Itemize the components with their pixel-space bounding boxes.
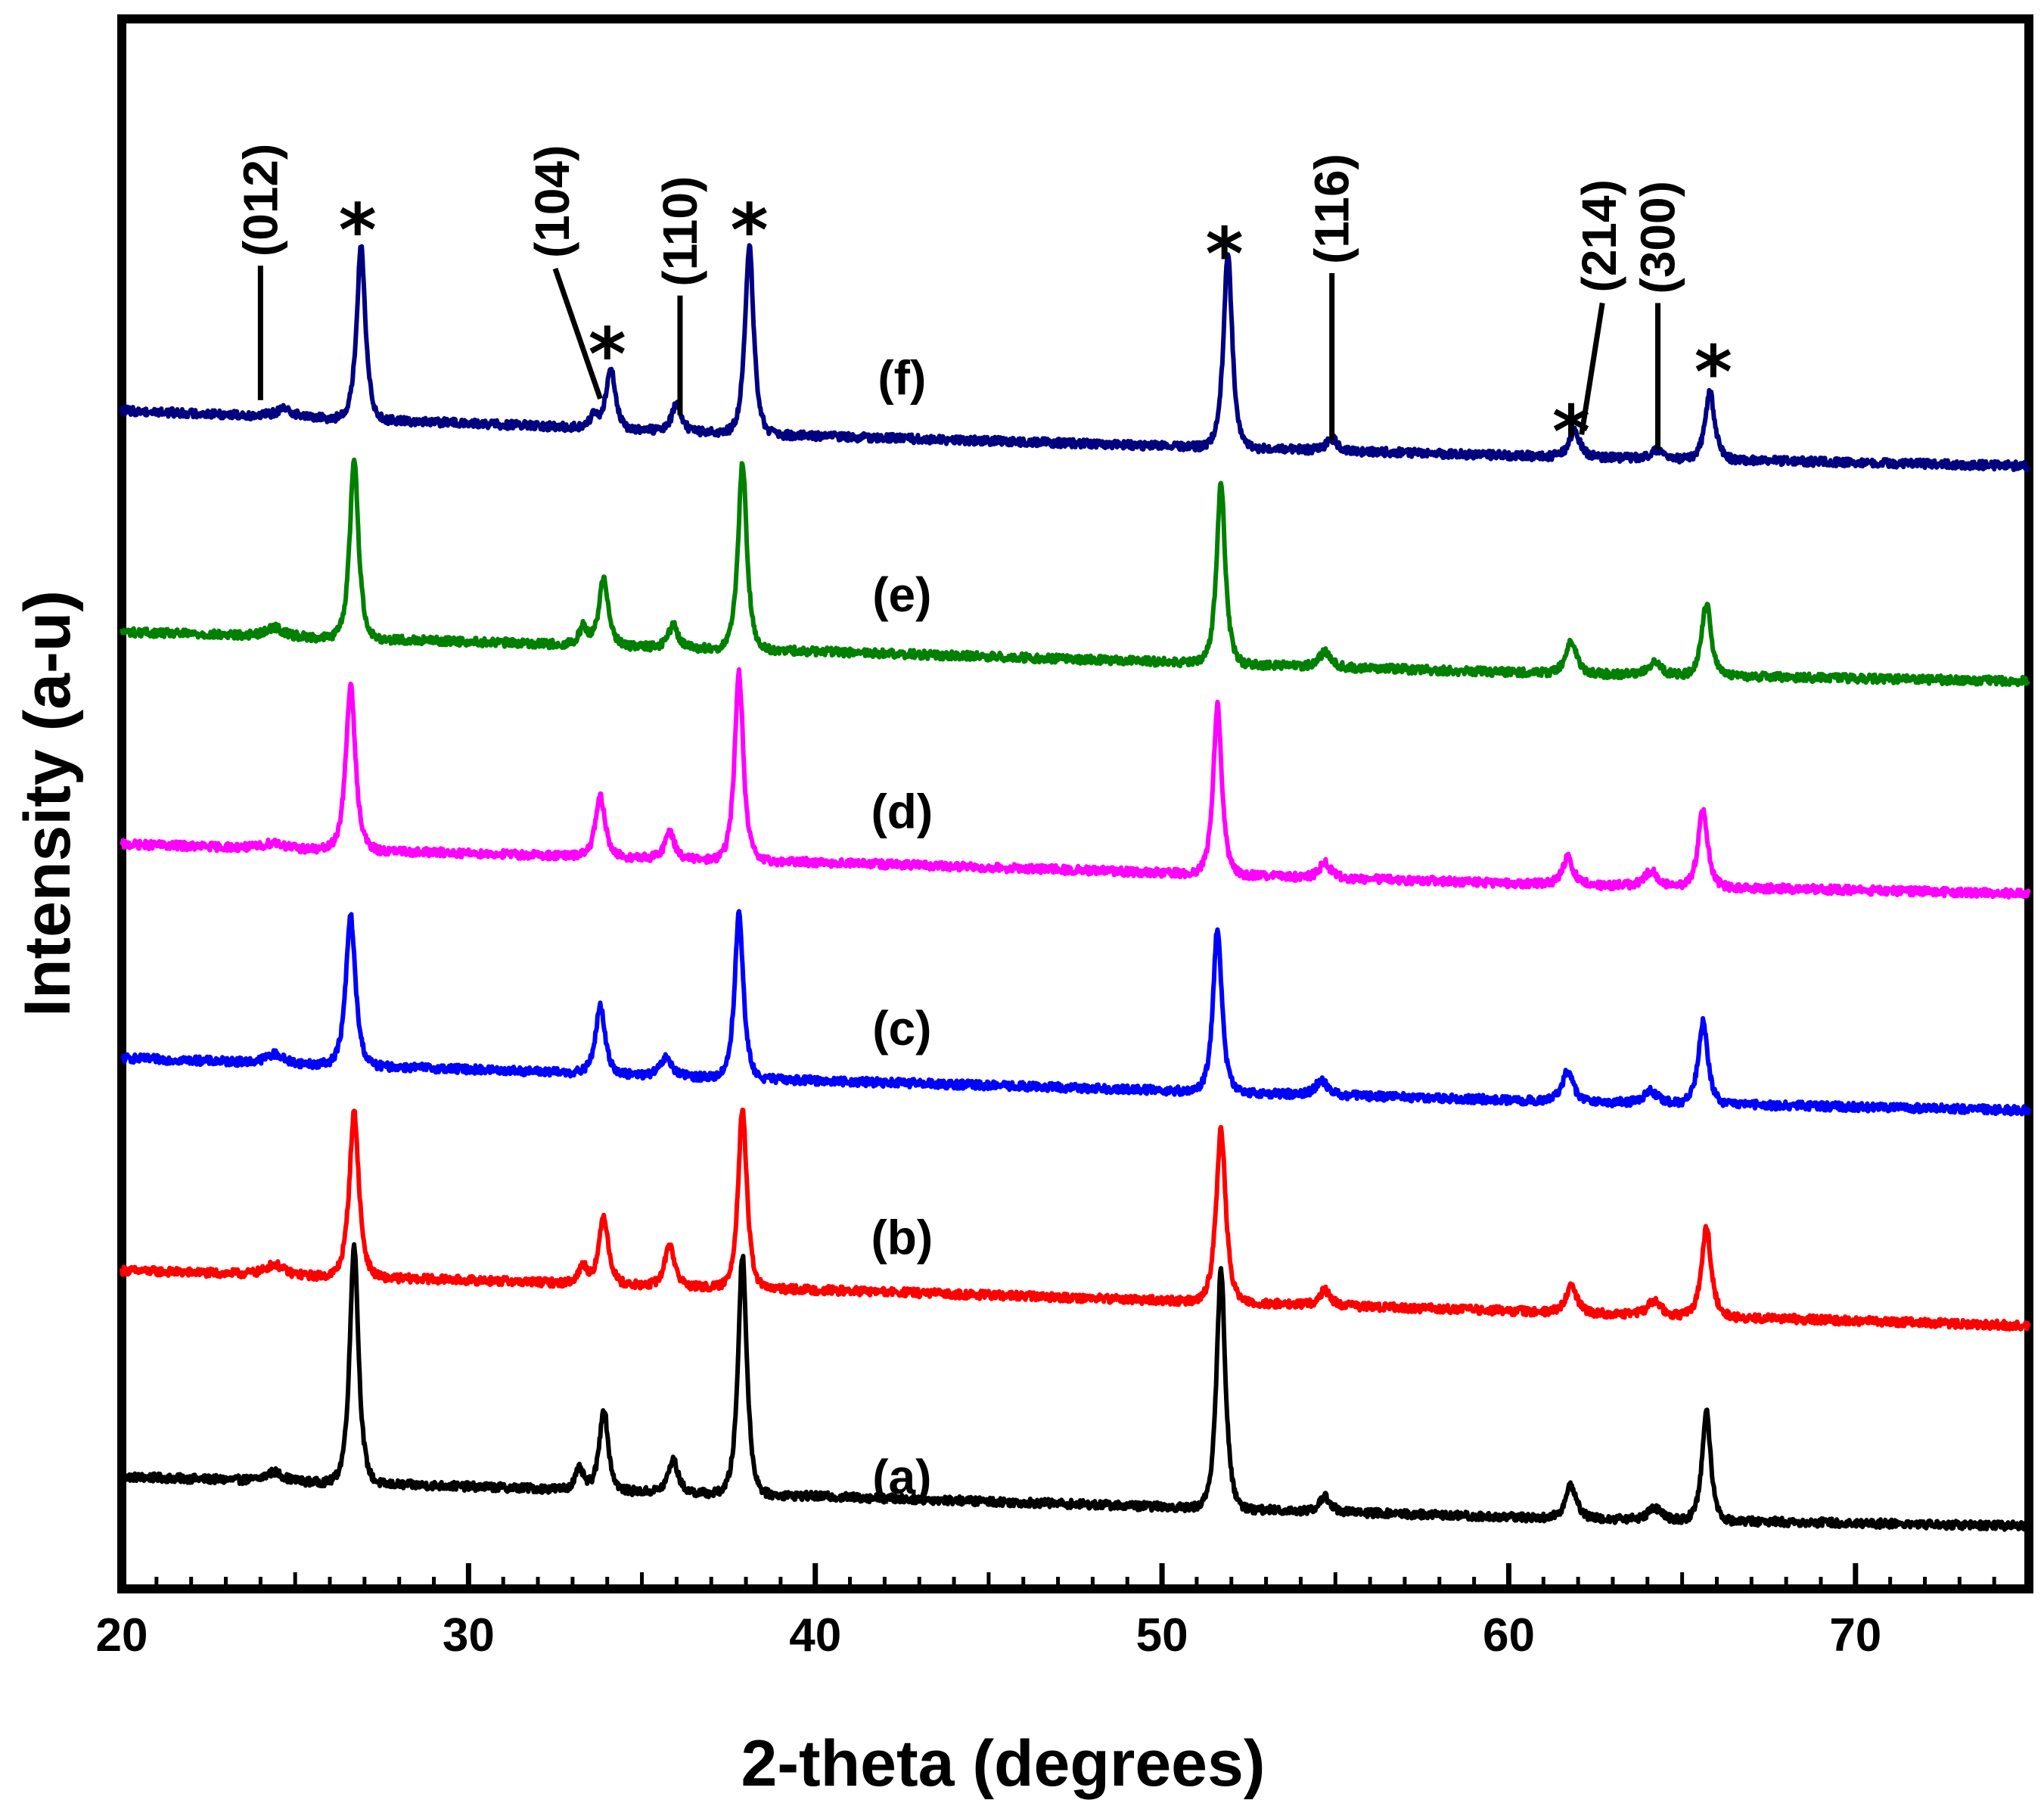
series-label-e: (e) [872,567,931,622]
series-label-b: (b) [871,1211,933,1265]
hkl-label: (104) [525,145,579,258]
x-tick-label: 60 [1483,1609,1535,1662]
series-line-c [120,909,2031,1117]
peak-stars: * * * * * * [339,188,1732,475]
leader-line [552,267,603,400]
series-label-c: (c) [872,1001,931,1055]
peak-star: * [1205,212,1243,297]
hkl-label: (012) [233,144,287,256]
y-axis-title: Intensity (a-u) [11,590,84,1017]
x-axis-tick-labels: 20 30 40 50 60 70 [96,1609,1882,1662]
x-axis-ticks [119,1563,2031,1589]
x-axis-title: 2-theta (degrees) [741,1727,1266,1800]
series-line-b [120,1107,2031,1332]
leader-line [1579,302,1605,435]
hkl-label: (110) [653,176,707,287]
peak-star: * [1552,390,1590,475]
x-tick-label: 50 [1136,1609,1188,1662]
series-label-f: (f) [878,350,926,405]
series-line-d [120,667,2031,900]
x-tick-label: 70 [1829,1609,1881,1662]
hkl-label: (214) [1572,179,1626,292]
series-line-e [120,457,2031,688]
hkl-label: (300) [1631,181,1685,294]
series-label-d: (d) [871,784,933,838]
hkl-label: (116) [1305,154,1359,264]
series-group: (a) (b) (c) (d) (e) (f) [120,243,2031,1532]
x-tick-label: 20 [96,1609,148,1662]
series-line-f [120,243,2031,473]
peak-star: * [731,188,769,273]
plot-frame [117,14,2033,1593]
series-label-a: (a) [872,1450,931,1504]
reference-lines: (012) (110) (116) (300) (104) (214) [233,144,1685,450]
peak-star: * [339,188,377,273]
series-line-a [120,1242,2031,1532]
peak-star: * [589,312,626,397]
peak-star: * [1695,331,1732,415]
x-tick-label: 40 [789,1609,841,1662]
x-tick-label: 30 [443,1609,495,1662]
